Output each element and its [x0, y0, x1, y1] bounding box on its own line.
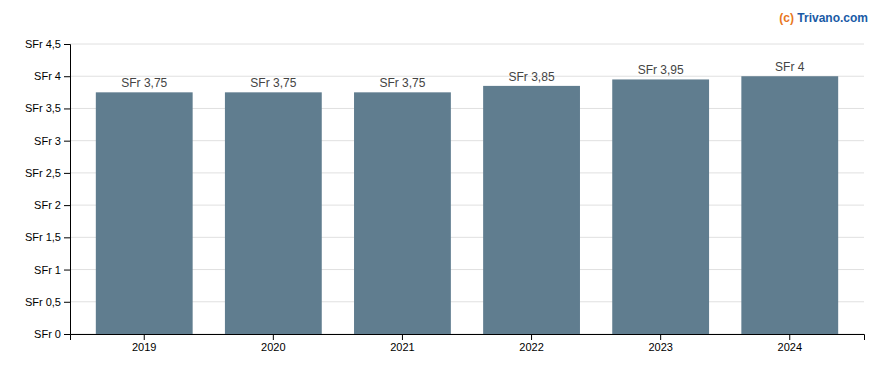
- x-tick-mark: [273, 334, 274, 340]
- y-tick: SFr 3,5: [25, 102, 70, 114]
- x-tick: 2019: [132, 334, 156, 353]
- y-tick-mark: [64, 173, 70, 174]
- y-tick: SFr 2: [34, 199, 70, 211]
- y-tick-label: SFr 4,5: [25, 38, 61, 50]
- y-tick-label: SFr 2: [34, 199, 61, 211]
- bar: [354, 92, 451, 334]
- x-tick-mark: [660, 334, 661, 340]
- y-tick-mark: [64, 108, 70, 109]
- grid-line: [70, 44, 864, 45]
- y-tick-mark: [64, 270, 70, 271]
- y-tick: SFr 1: [34, 264, 70, 276]
- bar: [96, 92, 193, 334]
- bar: [483, 86, 580, 334]
- y-tick-label: SFr 0,5: [25, 296, 61, 308]
- y-tick-label: SFr 0: [34, 328, 61, 340]
- y-tick-label: SFr 3,5: [25, 102, 61, 114]
- x-tick-label: 2020: [261, 341, 285, 353]
- y-tick-mark: [64, 44, 70, 45]
- x-tick: 2024: [778, 334, 802, 353]
- y-tick-mark: [64, 237, 70, 238]
- x-tick-label: 2023: [648, 341, 672, 353]
- watermark: (c) Trivano.com: [779, 11, 868, 25]
- bar: [741, 76, 838, 334]
- watermark-part: (c): [779, 11, 797, 25]
- x-tick-mark: [789, 334, 790, 340]
- y-tick-label: SFr 4: [34, 70, 61, 82]
- y-tick: SFr 2,5: [25, 167, 70, 179]
- y-tick: SFr 0,5: [25, 296, 70, 308]
- x-tick-label: 2024: [778, 341, 802, 353]
- bar: [225, 92, 322, 334]
- chart: SFr 0 SFr 0,5 SFr 1 SFr 1,5 SFr 2 SFr 2,5 SFr …: [0, 0, 888, 370]
- y-tick: SFr 3: [34, 135, 70, 147]
- y-axis-line: [64, 45, 71, 335]
- watermark-part: Trivano.com: [797, 11, 868, 25]
- data-label: SFr 3,75: [379, 76, 425, 90]
- x-tick: 2021: [390, 334, 414, 353]
- data-labels: SFr 3,75 SFr 3,75 SFr 3,75 SFr 3,85 SFr 3,95…: [121, 60, 805, 90]
- y-tick-mark: [64, 334, 70, 335]
- x-tick-label: 2022: [519, 341, 543, 353]
- x-tick: 2023: [648, 334, 672, 353]
- y-tick-label: SFr 1: [34, 264, 61, 276]
- x-tick-label: 2021: [390, 341, 414, 353]
- x-tick-mark: [531, 334, 532, 340]
- y-tick: SFr 4: [34, 70, 70, 82]
- data-label: SFr 4: [775, 60, 805, 74]
- y-tick-mark: [64, 76, 70, 77]
- data-label: SFr 3,95: [638, 63, 684, 77]
- x-tick-mark: [402, 334, 403, 340]
- y-tick-label: SFr 3: [34, 135, 61, 147]
- x-axis-line: [71, 335, 865, 341]
- x-tick-mark: [144, 334, 145, 340]
- x-axis: 2019 2020 2021 2022 2023 2024: [71, 334, 865, 353]
- y-tick-mark: [64, 205, 70, 206]
- data-label: SFr 3,75: [121, 76, 167, 90]
- y-axis: SFr 0 SFr 0,5 SFr 1 SFr 1,5 SFr 2 SFr 2,5 SFr …: [25, 38, 71, 340]
- y-tick: SFr 0: [34, 328, 70, 340]
- bar: [612, 79, 709, 334]
- x-tick: 2020: [261, 334, 285, 353]
- y-tick: SFr 1,5: [25, 231, 70, 243]
- x-tick: 2022: [519, 334, 543, 353]
- y-tick-mark: [64, 302, 70, 303]
- grid: [70, 44, 864, 334]
- y-tick: SFr 4,5: [25, 38, 70, 50]
- x-tick-label: 2019: [132, 341, 156, 353]
- y-tick-mark: [64, 141, 70, 142]
- data-label: SFr 3,75: [250, 76, 296, 90]
- y-tick-label: SFr 1,5: [25, 231, 61, 243]
- y-tick-label: SFr 2,5: [25, 167, 61, 179]
- plot: SFr 0 SFr 0,5 SFr 1 SFr 1,5 SFr 2 SFr 2,5 SFr …: [25, 38, 865, 353]
- bars: [96, 76, 838, 334]
- data-label: SFr 3,85: [509, 70, 555, 84]
